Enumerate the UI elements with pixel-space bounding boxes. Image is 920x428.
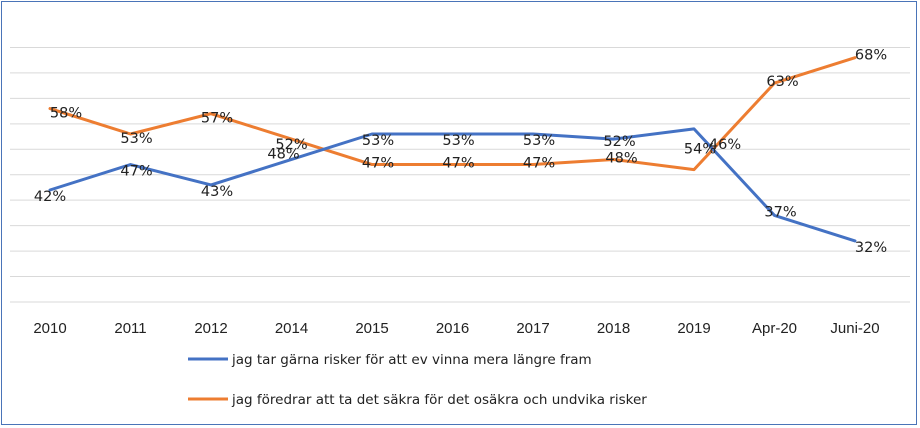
data-label: 53% [120, 131, 152, 147]
data-label: 47% [362, 156, 394, 172]
data-label: 53% [442, 133, 474, 149]
series-line-2 [48, 56, 857, 172]
data-labels: 42% 47% 43% 48% 53% 53% 53% 52% 37% 32% 58% 53% 57% 5… [34, 48, 887, 256]
x-tick-label: 2016 [436, 320, 469, 337]
series-lines [48, 56, 857, 243]
data-label: 47% [523, 156, 555, 172]
legend: jag tar gärna risker för att ev vinna me… [188, 352, 647, 408]
data-label: 42% [34, 189, 66, 205]
gridlines [10, 46, 910, 303]
data-label: 37% [764, 204, 796, 220]
data-label: 48% [267, 146, 299, 162]
data-label: 52% [603, 134, 635, 150]
data-label: 53% [523, 133, 555, 149]
x-tick-label: 2014 [275, 320, 308, 337]
x-tick-label: 2015 [355, 320, 388, 337]
x-tick-label: Apr-20 [752, 320, 797, 337]
legend-label-series-2: jag föredrar att ta det säkra för det os… [231, 392, 647, 408]
data-label: 52% [275, 137, 307, 153]
x-axis-ticks: 2010 2011 2012 2014 2015 2016 2017 2018 2019 Apr-… [33, 320, 879, 337]
legend-label-series-1: jag tar gärna risker för att ev vinna me… [231, 352, 592, 368]
data-label: 47% [442, 156, 474, 172]
x-tick-label: 2010 [33, 320, 66, 337]
data-label: 57% [201, 111, 233, 127]
x-tick-label: 2011 [114, 320, 146, 337]
data-label: 68% [855, 48, 887, 64]
data-label: 63% [766, 74, 798, 90]
x-tick-label: 2018 [597, 320, 630, 337]
data-label: 54% [684, 142, 716, 158]
data-label: 46% [709, 137, 741, 153]
x-tick-label: Juni-20 [830, 320, 879, 337]
series-line-1 [48, 127, 857, 243]
data-label: 53% [362, 133, 394, 149]
x-tick-label: 2017 [516, 320, 549, 337]
data-label: 58% [50, 106, 82, 122]
data-label: 43% [201, 184, 233, 200]
x-tick-label: 2019 [677, 320, 710, 337]
x-tick-label: 2012 [194, 320, 227, 337]
data-label: 47% [120, 164, 152, 180]
data-label: 48% [605, 150, 637, 166]
data-label: 32% [855, 240, 887, 256]
